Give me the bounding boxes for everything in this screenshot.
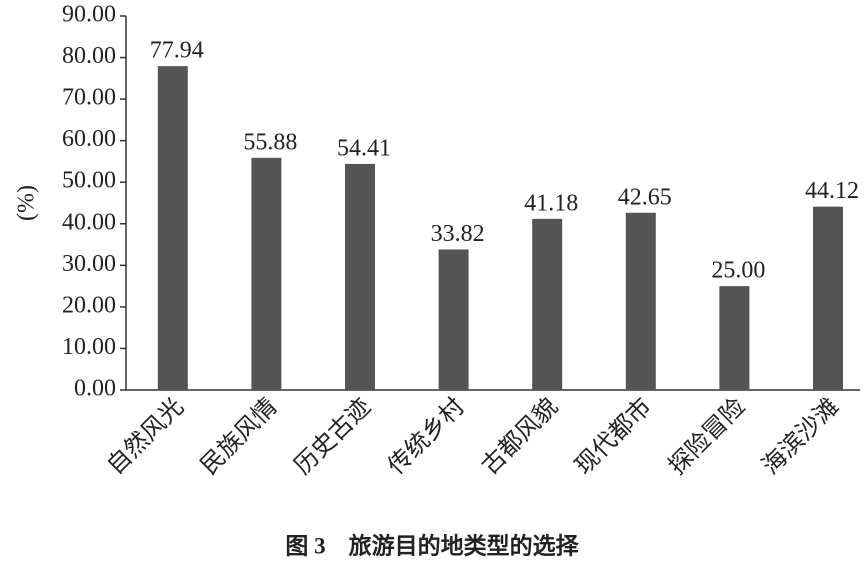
value-label: 77.94: [150, 38, 204, 64]
bar: [813, 206, 843, 390]
y-tick-label: 40.00: [62, 209, 116, 235]
bar: [625, 212, 656, 390]
x-tick-label: 历史古迹: [289, 393, 376, 480]
bar: [345, 163, 375, 390]
bar: [251, 157, 282, 390]
bar: [719, 286, 750, 390]
x-tick-label: 古都风貌: [476, 393, 563, 480]
x-tick-label: 探险冒险: [664, 393, 751, 480]
value-label: 33.82: [431, 221, 485, 247]
y-tick-label: 30.00: [62, 251, 116, 277]
value-label: 54.41: [337, 135, 391, 161]
y-tick-label: 50.00: [62, 168, 116, 194]
bar: [438, 249, 469, 390]
y-tick-label: 0.00: [74, 376, 116, 402]
y-axis-label: (%): [14, 185, 40, 221]
value-label: 55.88: [243, 129, 297, 155]
value-label: 25.00: [711, 258, 765, 284]
x-tick-label: 民族风情: [196, 393, 283, 480]
value-label: 41.18: [524, 190, 578, 216]
y-tick-label: 10.00: [62, 334, 116, 360]
value-label: 42.65: [618, 184, 672, 210]
y-tick-label: 80.00: [62, 43, 116, 69]
bar: [157, 66, 188, 390]
chart-title: 图 3 旅游目的地类型的选择: [285, 532, 579, 558]
y-tick-label: 60.00: [62, 126, 116, 152]
x-tick-label: 现代都市: [570, 393, 657, 480]
y-tick-label: 90.00: [62, 2, 116, 28]
bar: [532, 218, 563, 390]
x-tick-label: 传统乡村: [383, 393, 470, 480]
y-tick-label: 20.00: [62, 292, 116, 318]
x-tick-label: 自然风光: [102, 393, 189, 480]
y-tick-label: 70.00: [62, 85, 116, 111]
x-tick-label: 海滨沙滩: [757, 393, 844, 480]
value-label: 44.12: [805, 178, 859, 204]
